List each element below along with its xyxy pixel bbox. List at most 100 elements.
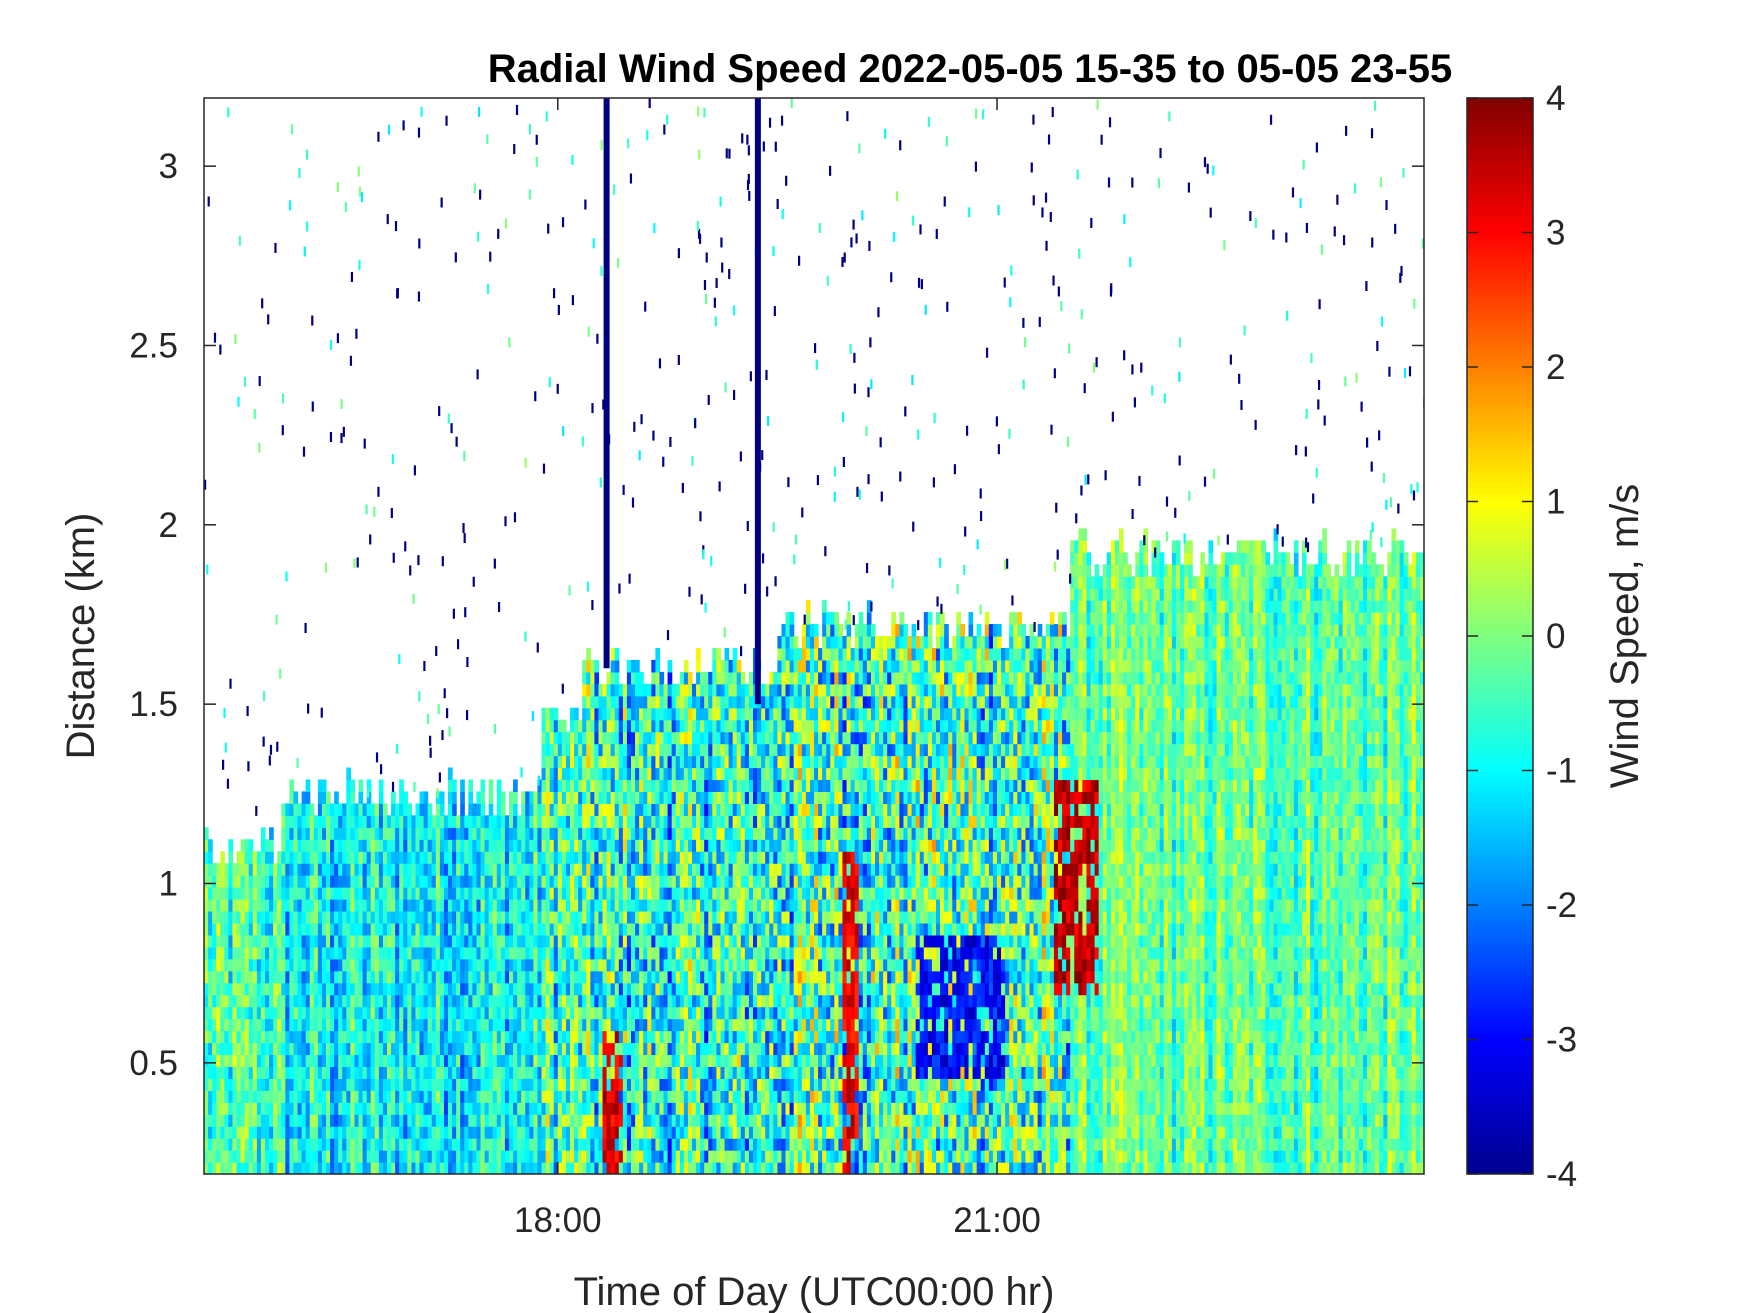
heatmap-cell (496, 1042, 502, 1056)
heatmap-cell (659, 875, 665, 888)
heatmap-cell (521, 1126, 526, 1139)
heatmap-cell (208, 970, 213, 984)
heatmap-cell (692, 815, 697, 828)
heatmap-cell (716, 695, 722, 709)
heatmap-cell (330, 815, 335, 828)
heatmap-cell (765, 875, 770, 888)
heatmap-cell (273, 1150, 278, 1163)
heatmap-cell (769, 815, 774, 828)
heatmap-cell (435, 1138, 441, 1151)
heatmap-cell (590, 1078, 595, 1091)
heatmap-cell (224, 994, 229, 1008)
heatmap-cell (679, 767, 685, 781)
heatmap-cell (525, 899, 530, 912)
heatmap-cell (748, 1066, 754, 1079)
heatmap-cell (301, 815, 307, 828)
heatmap-cell (403, 803, 408, 816)
heatmap-cell (594, 779, 600, 793)
heatmap-cell (236, 1006, 242, 1020)
heatmap-cell (659, 1006, 665, 1020)
heatmap-cell (728, 731, 734, 745)
heatmap-cell (570, 803, 575, 816)
heatmap-cell (334, 970, 339, 984)
heatmap-cell (602, 875, 608, 888)
heatmap-cell (419, 982, 425, 996)
heatmap-cell (631, 970, 636, 984)
heatmap-cell (431, 827, 437, 840)
heatmap-cell (618, 887, 624, 900)
heatmap-cell (614, 839, 620, 852)
heatmap-cell (570, 731, 575, 745)
heatmap-cell (309, 958, 315, 972)
heatmap-cell (330, 1162, 335, 1174)
heatmap-cell (204, 1090, 209, 1103)
heatmap-cell (252, 875, 258, 888)
heatmap-cell (659, 958, 665, 972)
heatmap-cell (248, 863, 254, 876)
heatmap-cell (403, 899, 408, 912)
heatmap-cell (448, 803, 453, 816)
heatmap-cell (204, 1018, 209, 1032)
heatmap-cell (488, 863, 494, 876)
heatmap-cell (565, 887, 571, 900)
heatmap-cell (565, 1138, 571, 1151)
heatmap-cell (387, 899, 392, 912)
heatmap-cell (757, 707, 762, 721)
heatmap-cell (671, 994, 677, 1008)
heatmap-cell (452, 982, 457, 996)
heatmap-cell (533, 1042, 539, 1056)
heatmap-cell (622, 1126, 628, 1139)
heatmap-cell (716, 1150, 722, 1163)
heatmap-cell (761, 695, 766, 709)
heatmap-cell (582, 982, 587, 996)
heatmap-cell (500, 994, 506, 1008)
heatmap-cell (667, 683, 673, 697)
heatmap-cell (765, 839, 770, 852)
heatmap-cell (744, 1090, 750, 1103)
heatmap-cell (622, 1078, 628, 1091)
heatmap-cell (472, 946, 478, 960)
heatmap-cell (358, 958, 364, 972)
heatmap-cell (635, 970, 640, 984)
heatmap-cell (374, 1006, 380, 1020)
heatmap-cell (622, 695, 628, 709)
heatmap-cell (476, 910, 482, 924)
heatmap-cell (578, 982, 583, 996)
heatmap-cell (679, 707, 685, 721)
heatmap-cell (594, 1054, 600, 1067)
heatmap-cell (578, 1090, 583, 1103)
heatmap-cell (427, 851, 433, 864)
heatmap-cell (342, 875, 347, 888)
heatmap-cell (472, 1006, 478, 1020)
heatmap-cell (423, 791, 429, 804)
heatmap-cell (517, 1006, 522, 1020)
heatmap-cell (773, 946, 778, 960)
heatmap-cell (407, 875, 412, 888)
heatmap-cell (561, 863, 567, 876)
heatmap-cell (370, 1150, 376, 1163)
heatmap-cell (769, 1006, 774, 1020)
heatmap-cell (537, 875, 543, 888)
heatmap-cell (586, 1018, 591, 1032)
heatmap-cell (358, 1054, 364, 1067)
heatmap-cell (362, 899, 368, 912)
heatmap-cell (761, 683, 766, 697)
heatmap-cell (565, 958, 571, 972)
heatmap-cell (265, 910, 270, 924)
heatmap-cell (655, 1138, 661, 1151)
heatmap-cell (350, 958, 356, 972)
heatmap-cell (704, 695, 709, 709)
heatmap-cell (687, 899, 693, 912)
heatmap-cell (753, 863, 758, 876)
heatmap-cell (387, 1066, 392, 1079)
heatmap-cell (574, 803, 579, 816)
heatmap-cell (736, 946, 742, 960)
heatmap-cell (565, 827, 571, 840)
heatmap-cell (679, 791, 685, 804)
heatmap-cell (716, 671, 722, 685)
heatmap-cell (724, 1006, 730, 1020)
heatmap-cell (374, 1102, 380, 1115)
heatmap-cell (443, 1078, 449, 1091)
heatmap-cell (382, 1090, 388, 1103)
heatmap-cell (366, 1006, 372, 1020)
